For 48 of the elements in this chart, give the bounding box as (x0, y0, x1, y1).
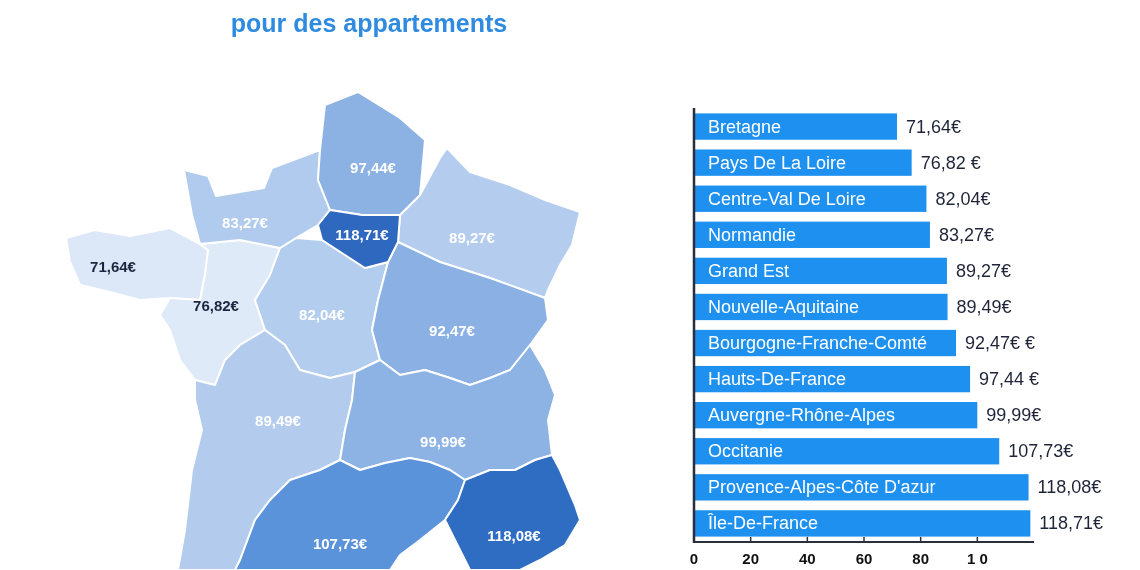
y-tick-label: Pays De La Loire (708, 152, 847, 173)
y-tick-label: Bretagne (708, 116, 782, 137)
y-tick-label: Centre-Val De Loire (708, 188, 866, 209)
data-label: 83,27€ (938, 224, 994, 245)
data-label: 118,08€ (1037, 477, 1102, 498)
x-tick-label: 1 0 (966, 549, 988, 567)
text: pour des appartements (230, 9, 508, 37)
text: 71,64€ (90, 257, 137, 275)
text: 92,47€ (429, 321, 476, 339)
bar (694, 510, 1031, 537)
bar (694, 221, 930, 248)
data-label: 71,64€ (905, 116, 962, 137)
y-tick-label: Nouvelle-Aquitaine (708, 296, 860, 317)
y-tick-label: Grand Est (708, 260, 790, 281)
data-label: 76,82 € (920, 152, 981, 173)
data-label: 118,71€ (1039, 513, 1104, 534)
bar (694, 113, 897, 140)
data-label: 92,47€ € (965, 333, 1036, 354)
text: 118,71€ (335, 225, 390, 243)
data-label: 97,44 € (979, 369, 1040, 390)
text: 99,99€ (420, 432, 467, 450)
data-label: 107,73€ (1008, 441, 1074, 462)
x-tick-label: 60 (855, 549, 873, 567)
y-tick-label: Auvergne-Rhône-Alpes (708, 405, 896, 426)
x-tick-label: 20 (742, 549, 760, 567)
y-tick-label: Normandie (708, 224, 797, 245)
x-tick-label: 0 (689, 549, 699, 567)
y-tick-label: Bourgogne-Franche-Comté (708, 333, 928, 354)
data-label: 89,49€ (956, 296, 1012, 317)
y-tick-label: Occitanie (708, 441, 784, 462)
text: 83,27€ (222, 213, 269, 231)
data-label: 82,04€ (935, 188, 991, 209)
text: 89,49€ (255, 411, 302, 429)
text: 97,44€ (350, 158, 397, 176)
bar (694, 438, 1000, 465)
text: 89,27€ (449, 228, 496, 246)
bar (694, 257, 947, 285)
y-tick-label: Île-De-France (707, 513, 819, 534)
text: 82,04€ (299, 305, 346, 323)
data-label: 99,99€ (986, 405, 1042, 426)
text: 107,73€ (312, 534, 368, 552)
y-tick-label: Hauts-De-France (708, 369, 847, 390)
y-tick-label: Provence-Alpes-Côte D'azur (708, 477, 936, 498)
x-tick-label: 80 (912, 549, 930, 567)
text: 118,08€ (487, 526, 542, 544)
text: 76,82€ (193, 296, 240, 314)
x-tick-label: 40 (798, 549, 816, 567)
data-label: 89,27€ (955, 260, 1011, 281)
